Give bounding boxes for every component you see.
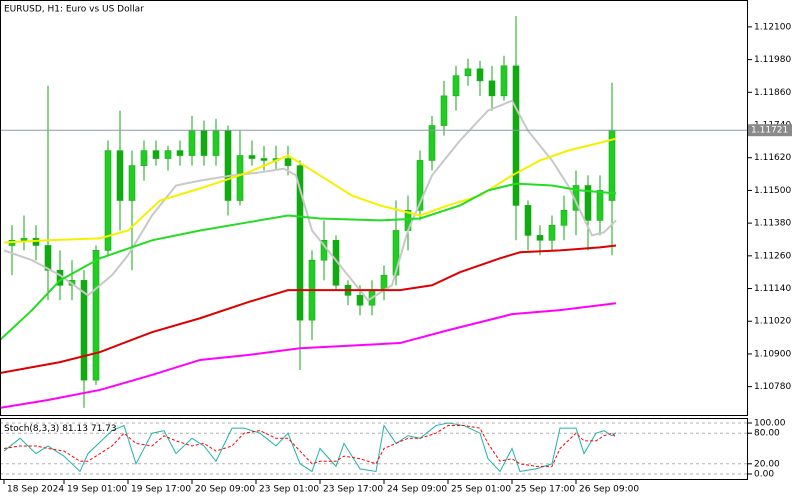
candle-body [452,75,460,97]
candle-body [128,165,136,201]
x-tick-label: 24 Sep 09:00 [387,485,447,495]
y-tick-label: 1.11500 [754,186,791,196]
candle-body [92,250,100,381]
candle-body [476,68,484,82]
candle-body [536,235,544,241]
price-panel: 1.10780 1.10900 1.11020 1.11140 1.11260 1.113… [0,15,792,495]
candle-body [212,130,220,156]
candle-body [584,185,592,221]
candle-body [20,238,28,241]
moving-average [3,99,617,302]
candle-body [284,158,292,166]
y-tick-label: 1.11860 [754,88,791,98]
x-tick-label: 18 Sep 2024 [7,485,64,495]
x-tick-label: 20 Sep 09:00 [195,485,255,495]
stoch-signal-value: 71.73 [91,424,117,434]
stoch-line [3,425,617,467]
candle-body [560,210,568,226]
price-frame [0,0,748,416]
candle-body [164,150,172,159]
candle-body [140,150,148,166]
candle-body [80,280,88,381]
y-tick-label: 1.12100 [754,22,791,32]
stoch-line [3,422,617,473]
stoch-name: Stoch(8,3,3) [4,424,59,434]
moving-average [0,182,617,341]
candle-body [176,150,184,156]
candle-body [260,158,268,161]
candle-body [500,65,508,97]
candle-body [188,130,196,156]
candle-body [356,295,364,306]
moving-average [0,302,617,409]
candle-body [104,150,112,251]
y-tick-label: 1.11980 [754,55,791,65]
candle-body [512,65,520,206]
y-tick-label: 1.11380 [754,219,791,229]
x-tick-label: 23 Sep 01:00 [259,485,319,495]
y-tick-label: 80.00 [754,429,780,439]
candle-body [44,245,52,271]
moving-average [0,244,617,375]
candle-body [224,130,232,201]
x-tick-label: 19 Sep 01:00 [67,485,127,495]
candle-body [296,165,304,321]
current-price-label: 1.11721 [751,126,788,136]
y-tick-label: 1.11260 [754,251,791,261]
candle-body [524,205,532,236]
candle-body [248,155,256,159]
y-tick-label: 1.11020 [754,317,791,327]
y-tick-label: 1.10780 [754,382,791,392]
y-tick-label: 0.00 [754,470,774,480]
stoch-frame [0,418,748,480]
candle-body [392,230,400,276]
chart-title: EURUSD, H1: Euro vs US Dollar [4,5,144,15]
y-tick-label: 1.11140 [754,284,791,294]
moving-average [3,137,617,244]
candle-body [416,160,424,211]
candle-body [440,95,448,126]
current-price-box [748,124,792,137]
candle-body [236,155,244,201]
x-tick-label: 26 Sep 09:00 [579,485,639,495]
candle-body [596,190,604,221]
x-tick-label: 19 Sep 17:00 [131,485,191,495]
candle-body [428,125,436,161]
candle-body [152,150,160,159]
candle-body [464,68,472,76]
y-tick-label: 20.00 [754,459,780,469]
candle-body [548,225,556,241]
stoch-title: Stoch(8,3,3) 81.13 71.73 [4,424,117,434]
stoch-main-value: 81.13 [62,424,88,434]
y-tick-label: 1.10900 [754,349,791,359]
y-tick-label: 1.11620 [754,153,791,163]
y-tick-label: 100.00 [754,419,786,429]
x-tick-label: 23 Sep 17:00 [323,485,383,495]
x-tick-label: 25 Sep 01:00 [451,485,511,495]
candle-body [488,80,496,97]
candle-body [200,130,208,156]
x-tick-label: 25 Sep 17:00 [515,485,575,495]
candle-body [116,150,124,201]
